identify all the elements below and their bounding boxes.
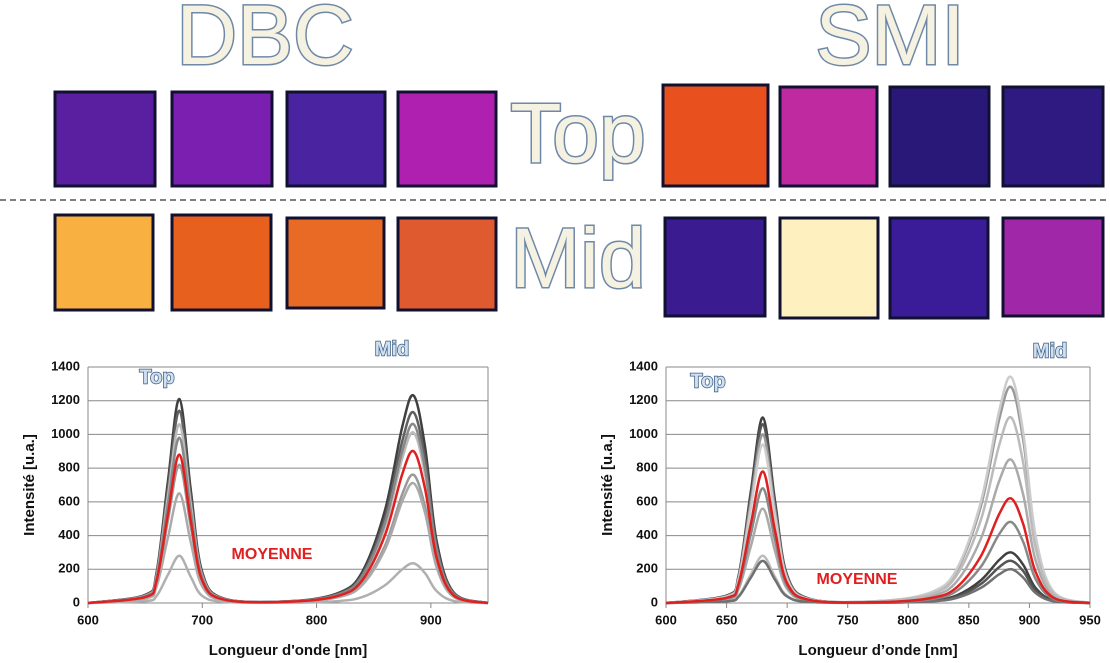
top-label: Top: [510, 86, 645, 180]
images: [53, 83, 1105, 320]
image: [396, 216, 498, 312]
x-tick-label: 700: [776, 612, 798, 627]
image: [170, 213, 273, 312]
spectrum-line: [665, 415, 1091, 605]
annotation: MOYENNE: [232, 546, 313, 563]
x-tick-label: 900: [1019, 612, 1041, 627]
x-tick-label: 850: [958, 612, 980, 627]
image: [888, 216, 990, 320]
image: [53, 90, 157, 188]
annotation: Top: [139, 366, 174, 388]
spectrum-line: [665, 470, 1091, 605]
annotation: MOYENNE: [817, 571, 898, 588]
x-tick-label: 800: [306, 612, 328, 627]
y-tick-label: 200: [636, 561, 658, 576]
image: [663, 216, 767, 318]
y-tick-label: 1000: [629, 426, 658, 441]
y-tick-label: 1200: [51, 392, 80, 407]
y-tick-label: 800: [58, 460, 80, 475]
mid-label: Mid: [510, 211, 645, 305]
y-tick-label: 1400: [629, 358, 658, 373]
image: [396, 90, 498, 188]
spectrum-line: [87, 449, 489, 605]
x-axis-label: Longueur d’onde [nm]: [798, 642, 957, 659]
spectrum-line: [87, 554, 489, 605]
annotation: Top: [690, 370, 725, 392]
image: [1001, 216, 1105, 318]
x-tick-label: 700: [191, 612, 213, 627]
y-tick-label: 0: [73, 594, 80, 609]
x-axis-label: Longueur d'onde [nm]: [209, 642, 368, 659]
x-tick-label: 950: [1079, 612, 1101, 627]
image: [285, 216, 386, 310]
annotation: Mid: [375, 338, 409, 360]
y-tick-label: 1000: [51, 426, 80, 441]
image: [1001, 85, 1105, 188]
image: [170, 90, 274, 188]
x-tick-label: 800: [897, 612, 919, 627]
image: [285, 90, 387, 188]
smi-label: SMI: [815, 0, 964, 82]
y-tick-label: 400: [58, 527, 80, 542]
dbc-label: DBC: [176, 0, 353, 82]
x-tick-label: 600: [77, 612, 99, 627]
y-tick-label: 1400: [51, 358, 80, 373]
y-tick-label: 200: [58, 561, 80, 576]
x-tick-label: 750: [837, 612, 859, 627]
image: [888, 85, 991, 188]
x-tick-label: 900: [420, 612, 442, 627]
x-tick-label: 650: [716, 612, 738, 627]
image: [661, 83, 770, 188]
image: [778, 216, 880, 320]
annotation: Mid: [1033, 340, 1067, 362]
y-axis-label: Intensité [u.a.]: [599, 434, 616, 536]
y-tick-label: 1200: [629, 392, 658, 407]
image: [53, 213, 155, 312]
y-tick-label: 400: [636, 527, 658, 542]
y-tick-label: 600: [636, 493, 658, 508]
y-axis-label: Intensité [u.a.]: [21, 434, 38, 536]
image: [778, 85, 879, 188]
x-tick-label: 600: [655, 612, 677, 627]
y-tick-label: 600: [58, 493, 80, 508]
y-tick-label: 800: [636, 460, 658, 475]
y-tick-label: 0: [651, 594, 658, 609]
